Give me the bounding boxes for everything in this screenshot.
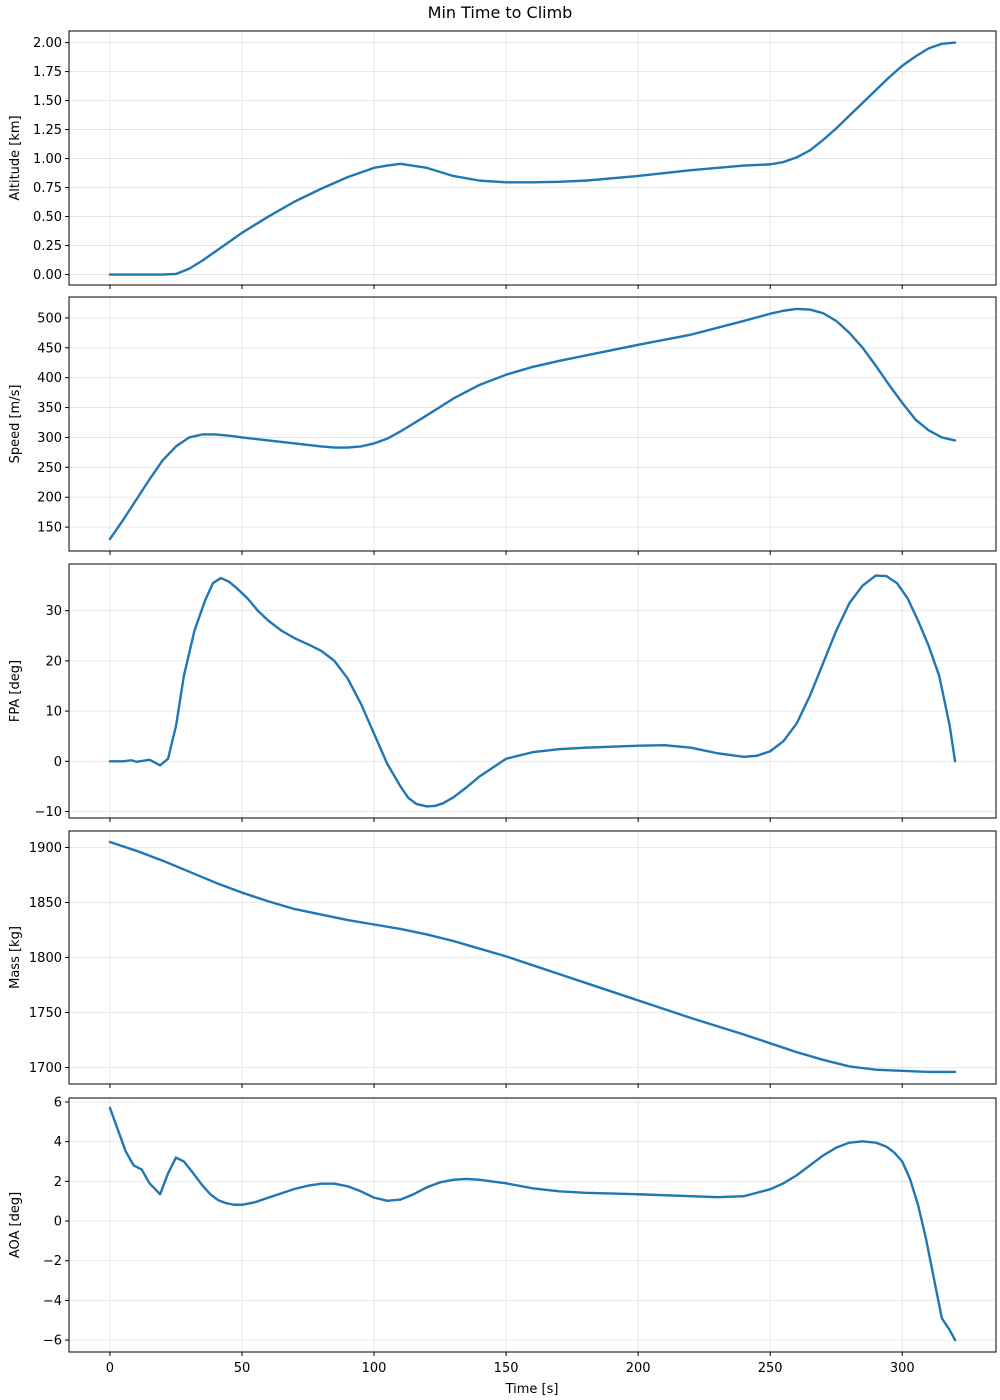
y-tick-label: −2: [43, 1254, 62, 1269]
axes-frame: [68, 30, 997, 286]
x-tick-label: 150: [494, 1361, 519, 1376]
y-tick-label: 0.00: [33, 268, 62, 283]
y-tick-label: 450: [37, 341, 62, 356]
axes-frame: [68, 296, 997, 552]
y-tick-label: 1.00: [33, 152, 62, 167]
y-tick-label: −10: [35, 805, 62, 820]
y-tick-label: 30: [45, 604, 62, 619]
y-tick-label: −4: [43, 1294, 62, 1309]
y-axis-label: Speed [m/s]: [8, 385, 23, 464]
series-line: [108, 41, 957, 276]
subplot-stack: 0.00 0.25 0.50 0.75 1.00 1.25 1.50 1.75 2.00 Alti…: [8, 30, 997, 1376]
y-tick-label: 350: [37, 401, 62, 416]
y-tick-label: 0.75: [33, 181, 62, 196]
y-tick-label: 1850: [29, 896, 62, 911]
y-tick-label: 1.50: [33, 94, 62, 109]
y-tick-label: 500: [37, 311, 62, 326]
y-tick-label: 2: [54, 1175, 62, 1190]
y-axis-label: AOA [deg]: [8, 1192, 23, 1258]
y-tick-label: 400: [37, 371, 62, 386]
x-tick-label: 0: [106, 1361, 114, 1376]
y-tick-label: 250: [37, 461, 62, 476]
y-tick-label: 1900: [29, 841, 62, 856]
axes-frame: [68, 563, 997, 819]
series-line: [108, 1106, 957, 1342]
subplot-5: −6 −4 −2 0 2 4 6 0 50 100 150 200 250 300 AOA [deg]: [8, 1095, 997, 1376]
y-tick-label: 1.75: [33, 65, 62, 80]
y-tick-label: 300: [37, 431, 62, 446]
series-line: [108, 574, 957, 808]
subplot-3: −10 0 10 20 30 FPA [deg]: [8, 563, 997, 822]
y-tick-label: 200: [37, 491, 62, 506]
y-tick-label: 2.00: [33, 36, 62, 51]
x-tick-label: 300: [890, 1361, 915, 1376]
y-tick-label: 1800: [29, 951, 62, 966]
x-tick-label: 250: [758, 1361, 783, 1376]
y-tick-label: 20: [45, 654, 62, 669]
chart-title: Min Time to Climb: [428, 3, 573, 22]
x-tick-label: 200: [626, 1361, 651, 1376]
y-axis-label: Altitude [km]: [8, 115, 23, 200]
y-tick-label: 1.25: [33, 123, 62, 138]
x-tick-label: 100: [362, 1361, 387, 1376]
y-tick-label: 10: [45, 705, 62, 720]
axes-frame: [68, 1097, 997, 1353]
series-line: [108, 307, 957, 541]
y-axis-label: Mass [kg]: [8, 926, 23, 989]
y-tick-label: 0: [54, 755, 62, 770]
y-tick-label: 0.25: [33, 239, 62, 254]
y-tick-label: 0: [54, 1215, 62, 1230]
subplot-4: 1700 1750 1800 1850 1900 Mass [kg]: [8, 830, 997, 1088]
subplot-1: 0.00 0.25 0.50 0.75 1.00 1.25 1.50 1.75 2.00 Alti…: [8, 30, 997, 289]
y-tick-label: 0.50: [33, 210, 62, 225]
y-tick-label: 4: [54, 1135, 62, 1150]
y-tick-label: 1700: [29, 1061, 62, 1076]
x-axis-label: Time [s]: [505, 1382, 559, 1397]
series-line: [108, 840, 957, 1074]
x-tick-label: 50: [234, 1361, 251, 1376]
y-tick-label: 6: [54, 1095, 62, 1110]
subplot-2: 150 200 250 300 350 400 450 500 Speed [m/s]: [8, 296, 997, 555]
y-axis-label: FPA [deg]: [8, 660, 23, 722]
y-tick-label: 1750: [29, 1006, 62, 1021]
y-tick-label: −6: [43, 1334, 62, 1349]
y-tick-label: 150: [37, 521, 62, 536]
